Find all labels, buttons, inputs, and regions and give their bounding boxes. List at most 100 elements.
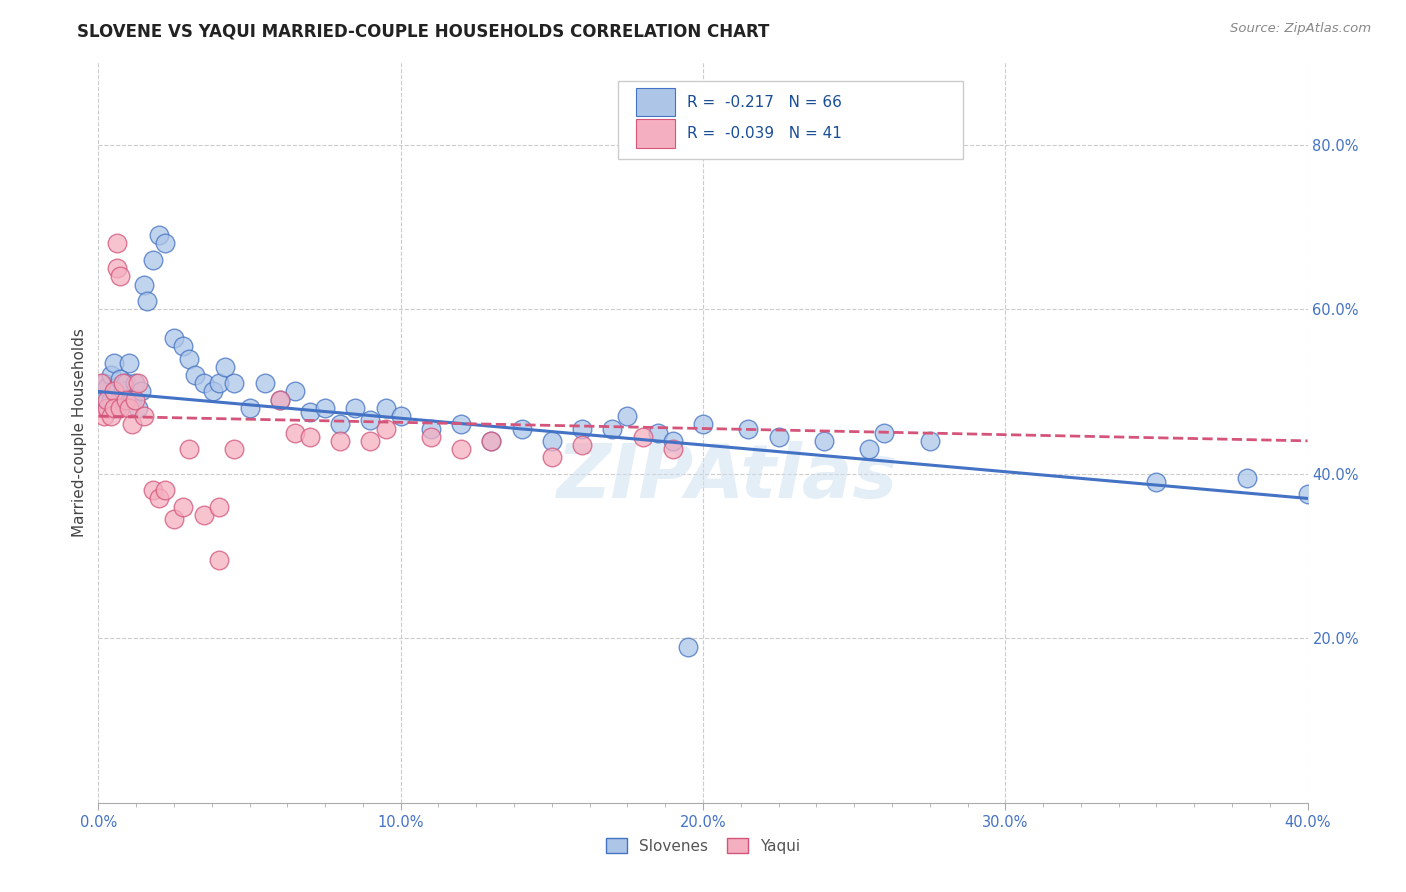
Point [692, 417, 714, 432]
Point [631, 430, 654, 444]
Point [571, 438, 593, 452]
Point [661, 442, 683, 456]
Point [121, 417, 143, 432]
Point [179, 351, 201, 366]
Point [105, 401, 128, 415]
Point [103, 401, 125, 415]
FancyBboxPatch shape [637, 120, 675, 147]
FancyBboxPatch shape [619, 81, 963, 159]
Point [93, 376, 115, 391]
Point [269, 392, 291, 407]
Point [118, 356, 141, 370]
Point [571, 421, 593, 435]
Point [510, 421, 533, 435]
Point [329, 417, 352, 432]
Point [344, 401, 367, 415]
Point [202, 384, 225, 399]
Point [108, 269, 131, 284]
Point [103, 384, 125, 399]
Point [96, 392, 118, 407]
Point [93, 392, 115, 407]
Point [329, 434, 352, 448]
Point [172, 500, 194, 514]
Point [1296, 487, 1319, 501]
Point [132, 409, 155, 424]
Point [676, 640, 699, 654]
Point [132, 277, 155, 292]
Point [105, 236, 128, 251]
Point [124, 392, 146, 407]
Point [239, 401, 262, 415]
Point [481, 434, 503, 448]
Point [100, 409, 122, 424]
Point [179, 442, 201, 456]
Point [127, 401, 149, 415]
Point [103, 356, 125, 370]
Point [661, 434, 683, 448]
Point [142, 252, 165, 267]
Point [602, 421, 624, 435]
Point [90, 384, 112, 399]
Point [121, 392, 143, 407]
Point [148, 491, 170, 506]
Text: ZIPAtlas: ZIPAtlas [557, 441, 898, 514]
Point [142, 483, 165, 498]
Point [224, 376, 246, 391]
Point [374, 401, 396, 415]
Point [118, 401, 141, 415]
Point [299, 430, 322, 444]
Point [90, 376, 112, 391]
Point [450, 417, 472, 432]
Point [214, 359, 236, 374]
Point [540, 450, 562, 465]
Point [172, 339, 194, 353]
Point [284, 425, 307, 440]
Point [374, 421, 396, 435]
Point [208, 553, 231, 567]
Y-axis label: Married-couple Households: Married-couple Households [72, 328, 87, 537]
Point [135, 293, 157, 308]
Point [208, 376, 231, 391]
Point [813, 434, 835, 448]
Point [450, 442, 472, 456]
Point [111, 384, 134, 399]
Point [124, 376, 146, 391]
Text: R =  -0.217   N = 66: R = -0.217 N = 66 [688, 95, 842, 110]
Point [163, 331, 186, 345]
Text: R =  -0.039   N = 41: R = -0.039 N = 41 [688, 126, 842, 141]
Point [105, 380, 128, 394]
Point [737, 421, 759, 435]
Point [108, 392, 131, 407]
Point [616, 409, 638, 424]
Point [193, 508, 215, 522]
Point [269, 392, 291, 407]
Point [873, 425, 896, 440]
Point [314, 401, 336, 415]
Point [1236, 471, 1258, 485]
Point [420, 430, 443, 444]
Point [284, 384, 307, 399]
Point [360, 434, 382, 448]
Point [299, 405, 322, 419]
Point [224, 442, 246, 456]
Point [153, 483, 176, 498]
Point [111, 376, 134, 391]
Point [163, 512, 186, 526]
Point [858, 442, 880, 456]
Point [918, 434, 941, 448]
FancyBboxPatch shape [637, 88, 675, 117]
Point [153, 236, 176, 251]
Point [127, 376, 149, 391]
Point [96, 401, 118, 415]
Point [184, 368, 207, 382]
Point [389, 409, 412, 424]
Point [540, 434, 562, 448]
Point [148, 228, 170, 243]
Point [100, 392, 122, 407]
Point [1144, 475, 1167, 489]
Point [96, 380, 118, 394]
Point [114, 376, 136, 391]
Point [100, 368, 122, 382]
Point [768, 430, 790, 444]
Text: Source: ZipAtlas.com: Source: ZipAtlas.com [1230, 22, 1371, 36]
